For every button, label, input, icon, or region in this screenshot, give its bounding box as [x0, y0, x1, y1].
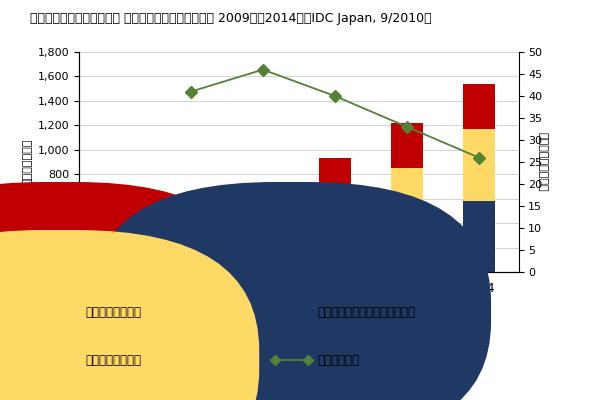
Y-axis label: 売上額（億円）: 売上額（億円）	[23, 139, 32, 185]
Bar	[102, 249, 135, 256]
Bar	[463, 129, 495, 201]
Text: プラットフォーム: プラットフォーム	[85, 354, 142, 366]
Bar	[246, 241, 279, 272]
Bar	[102, 256, 135, 272]
Text: 国内クラウドサービス市場 セグメント別売上額予測、 2009年～2014年（IDC Japan, 9/2010）: 国内クラウドサービス市場 セグメント別売上額予測、 2009年～2014年（ID…	[30, 12, 432, 25]
Bar	[463, 201, 495, 272]
Bar	[390, 216, 423, 272]
Text: アプリケーション: アプリケーション	[85, 306, 142, 318]
Bar	[246, 192, 279, 222]
Bar	[390, 123, 423, 168]
Bar	[318, 230, 351, 272]
Text: システムインフラストラクチャ: システムインフラストラクチャ	[317, 306, 415, 318]
Bar	[318, 158, 351, 198]
Bar	[174, 240, 207, 248]
Bar	[246, 222, 279, 241]
Bar	[174, 217, 207, 240]
Bar	[463, 84, 495, 129]
Bar	[318, 198, 351, 230]
Y-axis label: 前年比成長率（％）: 前年比成長率（％）	[538, 132, 548, 192]
Bar	[102, 234, 135, 249]
Bar	[390, 168, 423, 216]
Text: 前年比成長率: 前年比成長率	[317, 354, 359, 366]
Bar	[174, 248, 207, 272]
